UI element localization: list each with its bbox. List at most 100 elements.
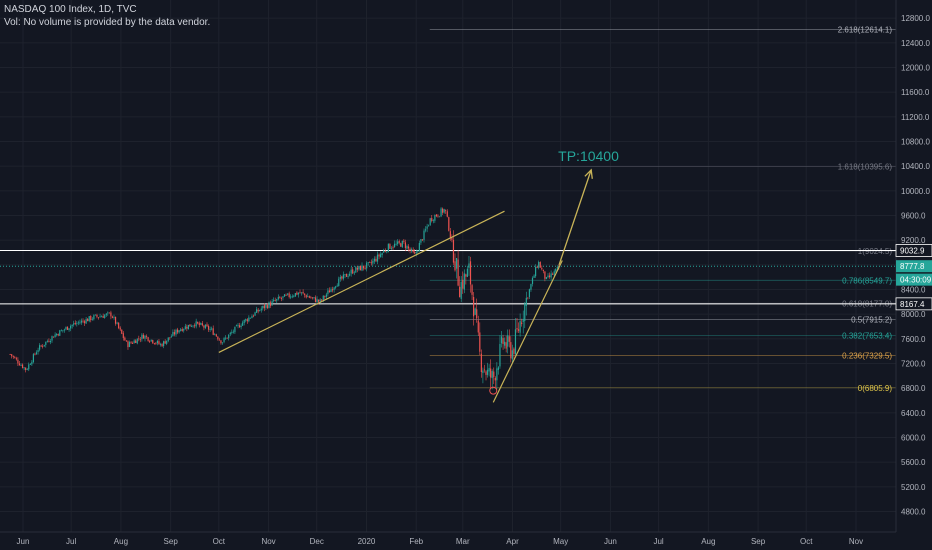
candle-body [280,298,283,299]
candle-body [524,303,526,322]
candle-body [294,293,296,297]
candle-body [116,322,118,324]
candle-body [266,305,269,309]
candle-body [128,341,131,348]
candle-body [370,262,372,264]
candle-body [273,299,275,302]
candle-body [502,338,504,344]
x-tick-label: Sep [751,537,766,546]
candle-body [528,289,531,298]
x-tick-label: Jul [653,537,663,546]
candle-body [373,258,376,262]
candle-body [17,359,19,364]
candle-body [223,338,225,342]
candle-body [263,305,265,309]
candle-body [497,367,500,370]
time-axis[interactable]: Jun Jul Aug Sep Oct Nov Dec 2020 Feb Mar Apr May Jun… [0,531,896,546]
candle-body [212,328,214,335]
candle-body [200,323,202,325]
candle-body [197,321,199,324]
candle-body [101,316,103,318]
candle-body [113,316,115,318]
candle-body [321,299,323,301]
candle-body [256,309,258,313]
candle-body [328,290,331,293]
symbol-title[interactable]: NASDAQ 100 Index, 1D, TVC [4,4,137,15]
candle-body [243,319,245,323]
candle-body [437,215,439,217]
price-badge-box [896,260,932,273]
candle-body [338,278,340,287]
candle-body [508,336,510,342]
candle-body [364,267,366,269]
candle-body [145,336,148,338]
candle-body [42,345,44,347]
candle-body [132,343,134,344]
candle-body [299,292,301,294]
candle-body [21,364,24,368]
candle-body [548,275,551,278]
candle-body [97,317,100,319]
candle-body [395,243,397,245]
candle-body [43,344,45,346]
candle-body [217,336,219,340]
candle-body [63,329,66,331]
candle-body [96,314,98,317]
candle-body [85,319,87,324]
candle-body [40,345,42,347]
candle-body [164,341,166,344]
candle-body [387,243,389,252]
x-tick-label: Dec [310,537,324,546]
candle-body [87,318,89,322]
candle-body [147,337,149,341]
candle-body [367,262,369,264]
y-tick-label: 9200.0 [901,236,926,245]
candle-body [211,328,213,330]
candle-body [352,269,354,274]
candle-body [505,342,507,349]
price-badge-label: 8167.4 [900,300,925,309]
candle-body [339,276,341,279]
candle-body [297,292,300,295]
candle-body [358,265,360,270]
candle-body [122,333,124,338]
candle-body [274,300,276,301]
candle-body [304,293,306,295]
candle-body [181,328,183,332]
x-tick-label: Jun [17,537,30,546]
volume-note: Vol: No volume is provided by the data v… [4,17,211,28]
candle-body [114,316,117,324]
candle-body [105,313,107,316]
x-tick-label: Aug [701,537,715,546]
candle-body [201,323,203,326]
candle-body [135,340,137,343]
candle-body [279,297,281,299]
price-badge-box [895,244,932,257]
candle-body [48,340,50,342]
candle-body [221,342,224,344]
candle-body [380,254,382,257]
fib-label: 0.382(7653.4) [842,332,892,341]
price-badge-box [896,273,932,286]
fib-label: 0(6805.9) [858,384,893,393]
candle-body [158,341,160,345]
candle-body [533,275,535,278]
candle-body [302,292,304,294]
candle-body [359,265,362,271]
candle-body [519,320,521,333]
candle-body [452,240,455,263]
candle-body [11,354,13,357]
candle-body [404,242,407,248]
candle-body [150,339,152,342]
candle-body [20,365,22,366]
candle-body [31,361,33,365]
candle-body [130,342,132,344]
candle-body [383,250,385,253]
candle-body [49,340,52,343]
candle-body [406,246,408,249]
candle-body [176,329,179,333]
fibonacci-levels: 2.618(12614.1) 1.618(10395.6) 1(9024.5) 0.7… [429,26,896,393]
candle-body [209,328,211,330]
candle-body [356,267,358,270]
